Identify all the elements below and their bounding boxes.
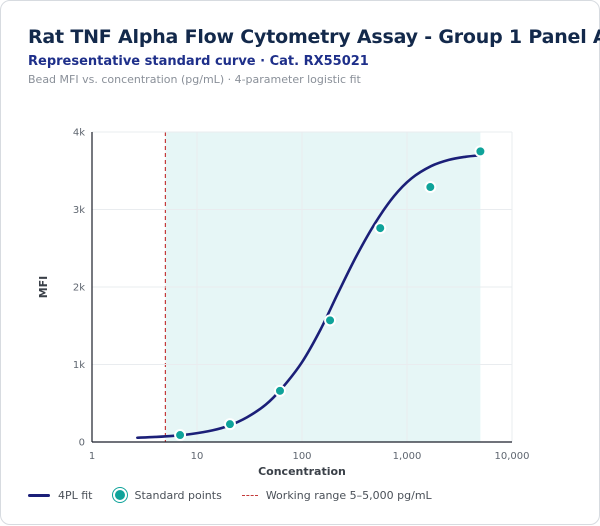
x-tick-label: 1	[89, 451, 95, 462]
standard-point	[324, 314, 337, 327]
standard-point	[273, 384, 286, 397]
y-tick-label: 4k	[73, 128, 85, 139]
legend-item-fit: 4PL fit	[28, 489, 93, 502]
y-tick-label: 3k	[73, 205, 85, 216]
standard-point	[223, 418, 236, 431]
legend-item-points: Standard points	[112, 488, 222, 502]
standard-point	[174, 429, 187, 442]
y-axis-title: MFI	[37, 276, 50, 299]
legend-fit-label: 4PL fit	[58, 488, 93, 502]
standard-point	[424, 181, 437, 194]
y-tick-label: 0	[79, 438, 85, 449]
legend-item-range: Working range 5–5,000 pg/mL	[241, 488, 432, 502]
range-swatch	[241, 494, 258, 496]
y-tick-label: 2k	[73, 283, 85, 294]
standard-point	[374, 222, 387, 235]
standard-point	[474, 145, 487, 158]
point-swatch	[112, 488, 127, 502]
fit-line-swatch	[28, 493, 50, 497]
legend-points-label: Standard points	[134, 488, 222, 502]
chart-subtitle: Representative standard curve · Cat. RX5…	[28, 54, 369, 69]
y-tick-label: 1k	[73, 360, 85, 371]
x-tick-label: 10,000	[495, 451, 530, 462]
chart-title: Rat TNF Alpha Flow Cytometry Assay - Gro…	[28, 26, 600, 48]
chart-caption: Bead MFI vs. concentration (pg/mL) · 4-p…	[28, 73, 361, 86]
legend: 4PL fit Standard points Working range 5–…	[28, 488, 452, 502]
x-tick-label: 100	[292, 451, 311, 462]
x-tick-label: 1,000	[393, 451, 422, 462]
x-tick-label: 10	[191, 451, 204, 462]
x-axis-title: Concentration	[258, 465, 346, 478]
fit-curve	[135, 153, 482, 440]
legend-range-label: Working range 5–5,000 pg/mL	[265, 488, 432, 502]
